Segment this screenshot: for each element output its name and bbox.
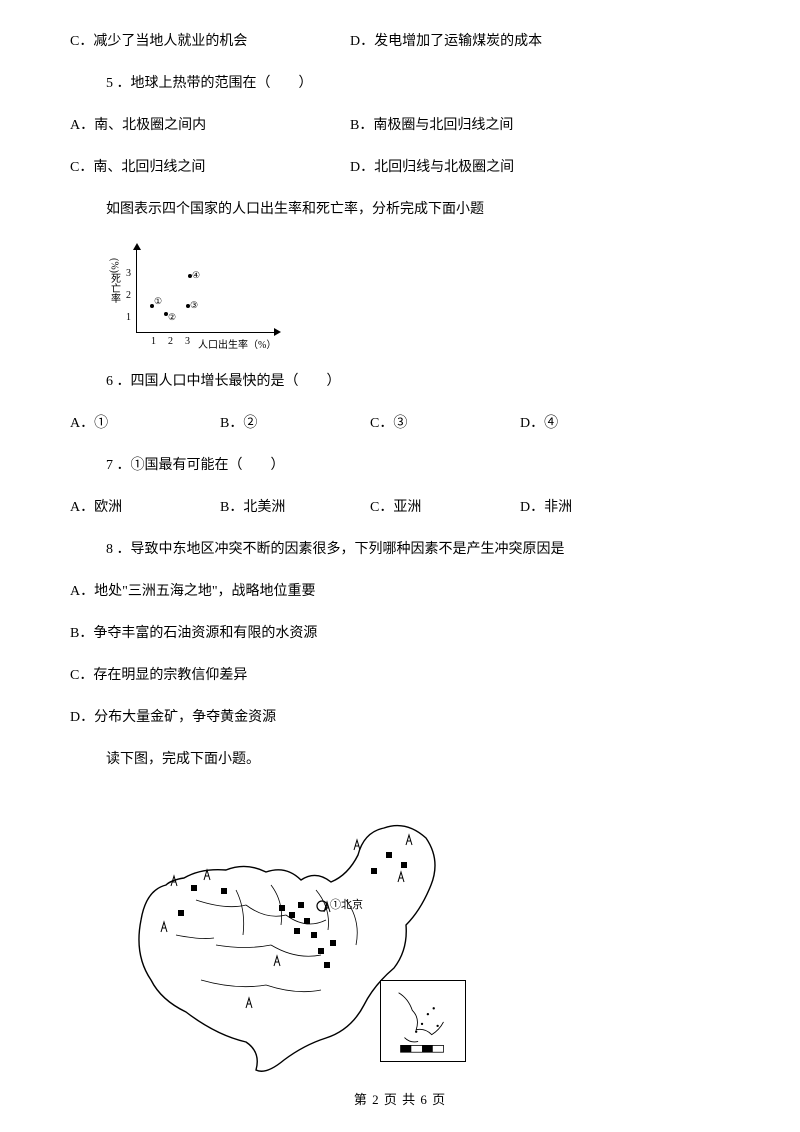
q8-stem: 8 ．导致中东地区冲突不断的因素很多，下列哪种因素不是产生冲突原因是 — [70, 538, 730, 558]
q6-option-d: D．④ — [520, 412, 670, 432]
chart-x-label: 人口出生率（%） — [198, 336, 276, 351]
q5-option-a: A．南、北极圈之间内 — [70, 114, 350, 134]
q7-option-d: D．非洲 — [520, 496, 670, 516]
china-map: ①北京 — [106, 790, 466, 1090]
chart-xtick-2: 2 — [168, 336, 173, 347]
map-inset — [380, 980, 466, 1062]
q5-option-d: D．北回归线与北极圈之间 — [350, 156, 514, 176]
q6-options: A．① B．② C．③ D．④ — [70, 412, 730, 432]
q4-option-d: D．发电增加了运输煤炭的成本 — [350, 30, 542, 50]
q5-stem: 5 ．地球上热带的范围在（ ） — [70, 72, 730, 92]
chart-ytick-2: 2 — [126, 290, 131, 301]
chart-y-label: (%)死亡率 — [108, 258, 119, 303]
q6-option-c: C．③ — [370, 412, 520, 432]
q8-option-b: B．争夺丰富的石油资源和有限的水资源 — [70, 622, 730, 642]
fig1-intro: 如图表示四个国家的人口出生率和死亡率，分析完成下面小题 — [70, 198, 730, 218]
q6-option-a: A．① — [70, 412, 220, 432]
chart-y-label-unit: (%) — [109, 258, 120, 273]
chart-point-3-label: ③ — [190, 300, 198, 311]
page-footer: 第 2 页 共 6 页 — [0, 1089, 800, 1108]
q8-option-c: C．存在明显的宗教信仰差异 — [70, 664, 730, 684]
q7-options: A．欧洲 B．北美洲 C．亚洲 D．非洲 — [70, 496, 730, 516]
q8-option-a: A．地处"三洲五海之地"，战略地位重要 — [70, 580, 730, 600]
chart-x-axis — [136, 332, 276, 333]
q5-row-cd: C．南、北回归线之间 D．北回归线与北极圈之间 — [70, 156, 730, 176]
chart-point-4-label: ④ — [192, 270, 200, 281]
q4-option-c: C．减少了当地人就业的机会 — [70, 30, 350, 50]
chart-y-arrow-icon — [133, 243, 141, 250]
fig2-intro: 读下图，完成下面小题。 — [70, 748, 730, 768]
q7-option-a: A．欧洲 — [70, 496, 220, 516]
q7-option-c: C．亚洲 — [370, 496, 520, 516]
chart-point-2-label: ② — [168, 312, 176, 323]
chart-xtick-1: 1 — [151, 336, 156, 347]
chart-ytick-3: 3 — [126, 268, 131, 279]
chart-y-label-text: 死亡率 — [109, 273, 120, 303]
chart-xtick-3: 3 — [185, 336, 190, 347]
chart-ytick-1: 1 — [126, 312, 131, 323]
q8-option-d: D．分布大量金矿，争夺黄金资源 — [70, 706, 730, 726]
chart-point-1-label: ① — [154, 296, 162, 307]
q5-row-ab: A．南、北极圈之间内 B．南极圈与北回归线之间 — [70, 114, 730, 134]
q5-option-c: C．南、北回归线之间 — [70, 156, 350, 176]
q7-stem: 7 ．①国最有可能在（ ） — [70, 454, 730, 474]
q6-stem: 6 ．四国人口中增长最快的是（ ） — [70, 370, 730, 390]
q4-options-cd: C．减少了当地人就业的机会 D．发电增加了运输煤炭的成本 — [70, 30, 730, 50]
scatter-chart: (%)死亡率 人口出生率（%） 1 2 3 1 2 3 ① ② ③ ④ — [106, 240, 276, 350]
map-beijing-label: ①北京 — [330, 897, 363, 911]
q7-option-b: B．北美洲 — [220, 496, 370, 516]
chart-y-axis — [136, 248, 137, 333]
q5-option-b: B．南极圈与北回归线之间 — [350, 114, 513, 134]
chart-x-arrow-icon — [274, 328, 281, 336]
q6-option-b: B．② — [220, 412, 370, 432]
